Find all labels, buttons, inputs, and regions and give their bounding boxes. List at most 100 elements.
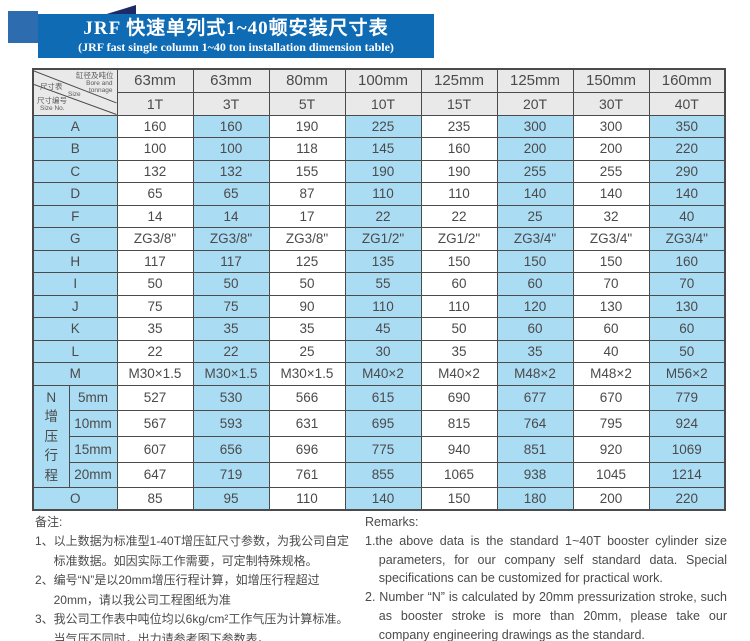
- dim-cell: 567: [116, 410, 194, 437]
- dim-cell: 140: [496, 182, 574, 206]
- dim-cell: 135: [344, 249, 422, 273]
- table-row: L 22 22 25 30 35 35 40 50: [32, 339, 726, 363]
- dim-cell: M30×1.5: [192, 362, 270, 386]
- corner-sizeno-zh: 尺寸编号: [37, 95, 67, 105]
- corner-sizeno-en: Size No.: [40, 104, 65, 112]
- dim-cell: ZG3/4": [648, 227, 726, 251]
- dim-cell: 690: [420, 384, 498, 412]
- dim-cell: 130: [572, 294, 650, 318]
- dim-cell: 35: [116, 317, 194, 341]
- bore-header-cell: 150mm: [572, 68, 650, 93]
- note-zh-3: 3、我公司工作表中吨位均以6kg/cm²工作气压为计算标准。当气压不同时，出力请…: [35, 612, 349, 641]
- dim-cell: 160: [192, 114, 270, 138]
- dim-cell: 815: [420, 410, 498, 437]
- dim-cell: 35: [496, 339, 574, 363]
- table-row: J 75 75 90 110 110 120 130 130: [32, 294, 726, 318]
- dim-cell: M30×1.5: [116, 362, 194, 386]
- note-zh-2: 2、编号“N”是以20mm增压行程计算，如增压行程超过20mm，请以我公司工程图…: [35, 573, 320, 607]
- dim-cell: M48×2: [496, 362, 574, 386]
- table-row: G ZG3/8" ZG3/8" ZG3/8" ZG1/2" ZG1/2" ZG3/4" ZG3…: [32, 227, 726, 251]
- table-row: 20mm 647 719 761 855 1065 938 1045 1214: [33, 461, 726, 489]
- dim-cell: 22: [344, 204, 422, 228]
- row-label: M: [32, 362, 118, 386]
- table-row: H 117 117 125 135 150 150 150 160: [32, 249, 726, 273]
- dim-cell: 140: [572, 182, 650, 206]
- row-label: H: [32, 249, 118, 273]
- tonnage-header-cell: 10T: [344, 91, 422, 116]
- notes-section: 备注: 1、以上数据为标准型1-40T增压缸尺寸参数，为我公司自定标准数据。如因…: [35, 513, 727, 641]
- dim-cell: 50: [116, 272, 194, 296]
- dim-cell: M48×2: [572, 362, 650, 386]
- dim-cell: 17: [268, 204, 346, 228]
- dim-cell: 50: [420, 317, 498, 341]
- dim-cell: 70: [572, 272, 650, 296]
- dim-cell: 350: [648, 114, 726, 138]
- dim-cell: 145: [344, 137, 422, 161]
- dim-cell: 50: [268, 272, 346, 296]
- notes-en-title: Remarks:: [365, 515, 419, 529]
- dim-cell: 180: [496, 487, 574, 511]
- dim-cell: 35: [420, 339, 498, 363]
- dim-cell: 290: [648, 159, 726, 183]
- corner-header-cell: 缸径及吨位 Bore and tonnage 尺寸表 Size 尺寸编号 Size…: [32, 68, 118, 116]
- table-row: F 14 14 17 22 22 25 32 40: [32, 204, 726, 228]
- row-sublabel: 20mm: [68, 461, 118, 489]
- dim-cell: 647: [116, 461, 194, 489]
- corner-bore-zh: 缸径及吨位: [76, 71, 114, 80]
- dim-cell: 95: [192, 487, 270, 511]
- tonnage-header-cell: 30T: [572, 91, 650, 116]
- dim-cell: ZG3/8": [268, 227, 346, 251]
- dim-cell: 32: [572, 204, 650, 228]
- dim-cell: 593: [192, 410, 270, 437]
- dim-cell: 300: [496, 114, 574, 138]
- banner-fold-triangle: [100, 5, 136, 16]
- table-row: B 100 100 118 145 160 200 200 220: [32, 137, 726, 161]
- dim-cell: 75: [116, 294, 194, 318]
- dim-cell: 1214: [648, 461, 726, 489]
- dim-cell: ZG1/2": [344, 227, 422, 251]
- dim-cell: M40×2: [344, 362, 422, 386]
- corner-size-zh: 尺寸表: [40, 82, 63, 91]
- dim-cell: 1065: [420, 461, 498, 489]
- row-label: D: [32, 182, 118, 206]
- dim-cell: 117: [116, 249, 194, 273]
- dim-cell: 200: [572, 487, 650, 511]
- dim-cell: 1069: [648, 435, 726, 463]
- dim-cell: 70: [648, 272, 726, 296]
- dim-cell: 35: [268, 317, 346, 341]
- dim-cell: ZG1/2": [420, 227, 498, 251]
- dim-cell: 75: [192, 294, 270, 318]
- dim-cell: 110: [268, 487, 346, 511]
- note-zh-1: 1、以上数据为标准型1-40T增压缸尺寸参数，为我公司自定标准数据。如因实际工作…: [35, 534, 350, 568]
- dim-cell: M40×2: [420, 362, 498, 386]
- row-label: O: [32, 487, 118, 511]
- dim-cell: 719: [192, 461, 270, 489]
- dim-cell: 60: [572, 317, 650, 341]
- table-row: D 65 65 87 110 110 140 140 140: [32, 182, 726, 206]
- dim-cell: 656: [192, 435, 270, 463]
- notes-english: Remarks: 1.the above data is the standar…: [365, 513, 727, 641]
- table-header: 缸径及吨位 Bore and tonnage 尺寸表 Size 尺寸编号 Size…: [32, 68, 726, 116]
- dim-cell: 60: [420, 272, 498, 296]
- corner-bore-en: Bore and tonnage: [86, 80, 113, 94]
- dim-cell: 220: [648, 487, 726, 511]
- dim-cell: 130: [648, 294, 726, 318]
- dim-cell: 60: [496, 317, 574, 341]
- dim-cell: 1045: [572, 461, 650, 489]
- row-label: A: [32, 114, 118, 138]
- dim-cell: ZG3/4": [496, 227, 574, 251]
- dim-cell: 60: [496, 272, 574, 296]
- dim-cell: 150: [496, 249, 574, 273]
- dim-cell: 225: [344, 114, 422, 138]
- dim-cell: 100: [192, 137, 270, 161]
- dim-cell: ZG3/8": [192, 227, 270, 251]
- dim-cell: 160: [648, 249, 726, 273]
- table-row: M M30×1.5 M30×1.5 M30×1.5 M40×2 M40×2 M48×2 M48…: [32, 362, 726, 386]
- tonnage-header-cell: 1T: [116, 91, 194, 116]
- dim-cell: 118: [268, 137, 346, 161]
- dim-cell: 87: [268, 182, 346, 206]
- table-row: 15mm 607 656 696 775 940 851 920 1069: [33, 435, 726, 463]
- dim-cell: 235: [420, 114, 498, 138]
- bore-header-row: 缸径及吨位 Bore and tonnage 尺寸表 Size 尺寸编号 Size…: [32, 68, 726, 116]
